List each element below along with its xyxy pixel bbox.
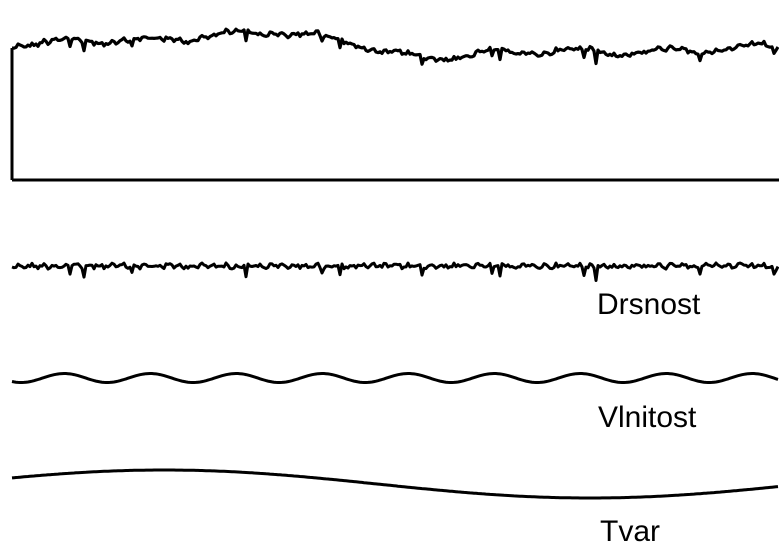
waviness-profile-line bbox=[11, 372, 779, 384]
form-label: Tvar bbox=[600, 515, 660, 548]
form-profile-line bbox=[11, 468, 779, 500]
total-profile bbox=[10, 27, 779, 182]
total-profile-line bbox=[11, 27, 779, 66]
roughness-label: Drsnost bbox=[597, 288, 701, 321]
waviness-label: Vlnitost bbox=[598, 401, 697, 434]
roughness-profile-line bbox=[11, 261, 779, 282]
